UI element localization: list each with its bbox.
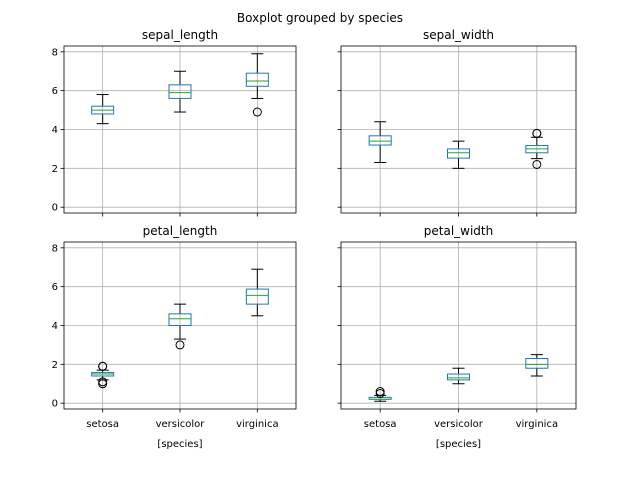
- box-setosa: [91, 361, 115, 389]
- x-tick-label: setosa: [364, 419, 397, 430]
- y-tick-label: 8: [52, 47, 58, 58]
- box-setosa: [91, 94, 115, 125]
- flier-point: [175, 340, 185, 350]
- box-versicolor: [168, 303, 192, 350]
- box-setosa: [368, 121, 392, 164]
- box-iqr: [368, 135, 392, 146]
- subplot-petal_width: setosa versicolor virginica petal_width [spe…: [337, 224, 577, 450]
- box-iqr: [447, 148, 470, 159]
- x-tick-label: versicolor: [156, 419, 206, 430]
- subplot-title: petal_width: [424, 224, 493, 238]
- x-tick-label: virginica: [236, 419, 279, 430]
- box-versicolor: [447, 367, 470, 385]
- x-axis-label: [species]: [436, 439, 481, 450]
- box-iqr: [245, 72, 269, 87]
- y-tick-label: 0: [52, 399, 58, 410]
- flier-point: [375, 387, 385, 397]
- box-iqr: [168, 313, 192, 327]
- subplot-grid: 0 2 4 6 8 sepal_length sepal_width 0 2 4 6 8 setosa v…: [52, 28, 577, 450]
- box-virginica: [525, 128, 549, 169]
- flier-point: [98, 377, 108, 387]
- x-axis-label: [species]: [157, 439, 202, 450]
- y-tick-label: 4: [52, 125, 58, 136]
- y-tick-label: 2: [52, 164, 58, 175]
- box-versicolor: [168, 70, 192, 113]
- y-tick-label: 0: [52, 203, 58, 214]
- y-tick-label: 4: [52, 321, 58, 332]
- subplot-petal_length: 0 2 4 6 8 setosa versicolor virginica petal_leng…: [52, 224, 297, 450]
- box-iqr: [447, 373, 470, 381]
- y-tick-label: 6: [52, 86, 58, 97]
- flier-point: [98, 361, 108, 371]
- box-iqr: [168, 84, 192, 99]
- subplot-title: petal_length: [143, 224, 218, 238]
- box-virginica: [245, 53, 269, 117]
- box-versicolor: [447, 140, 470, 169]
- flier-point: [252, 107, 262, 117]
- box-virginica: [245, 268, 269, 317]
- x-tick-label: virginica: [516, 419, 559, 430]
- subplot-sepal_width: sepal_width: [337, 28, 577, 217]
- y-tick-label: 8: [52, 243, 58, 254]
- box-setosa: [368, 387, 392, 402]
- flier-point: [532, 128, 542, 138]
- box-iqr: [525, 358, 549, 369]
- subplot-sepal_length: 0 2 4 6 8 sepal_length: [52, 28, 297, 217]
- box-virginica: [525, 354, 549, 377]
- y-tick-label: 2: [52, 360, 58, 371]
- figure-suptitle: Boxplot grouped by species: [237, 11, 403, 25]
- subplot-title: sepal_length: [142, 28, 218, 42]
- y-tick-label: 6: [52, 282, 58, 293]
- x-tick-label: setosa: [86, 419, 119, 430]
- box-iqr: [245, 288, 269, 305]
- flier-point: [532, 159, 542, 169]
- subplot-title: sepal_width: [423, 28, 494, 42]
- x-tick-label: versicolor: [434, 419, 484, 430]
